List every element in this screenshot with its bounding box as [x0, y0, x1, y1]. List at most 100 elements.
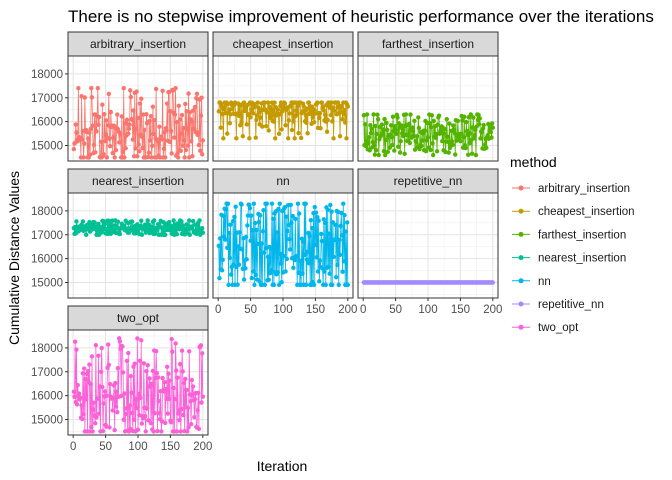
data-point: [295, 201, 301, 206]
data-point: [282, 205, 288, 210]
data-point: [133, 146, 138, 151]
data-point: [345, 104, 351, 109]
data-point: [315, 100, 320, 105]
data-point: [392, 123, 398, 129]
data-point: [249, 275, 255, 281]
data-point: [155, 375, 161, 380]
data-point: [296, 130, 301, 136]
data-point: [283, 269, 288, 274]
data-point: [187, 110, 193, 115]
data-point: [344, 136, 349, 141]
data-point: [447, 121, 452, 126]
data-point: [110, 408, 115, 413]
data-point: [96, 114, 102, 120]
data-point: [151, 131, 156, 137]
data-point: [81, 155, 86, 160]
data-point: [149, 381, 154, 386]
data-point: [440, 139, 445, 144]
data-point: [373, 148, 379, 153]
x-tick-label: 0: [360, 304, 366, 316]
data-point: [285, 228, 290, 234]
data-point: [113, 380, 118, 386]
legend-label: two_opt: [538, 322, 579, 334]
data-point: [442, 131, 447, 136]
data-point: [435, 122, 440, 127]
data-point: [490, 280, 496, 285]
data-point: [166, 371, 171, 376]
legend-title: method: [510, 154, 557, 170]
x-axis-title: Iteration: [257, 458, 308, 474]
data-point: [341, 259, 347, 264]
data-point: [337, 252, 343, 257]
data-point: [326, 231, 332, 236]
data-point: [100, 384, 105, 390]
data-point: [258, 213, 263, 218]
data-point: [430, 152, 436, 158]
data-point: [196, 130, 201, 135]
data-point: [174, 429, 180, 434]
data-point: [369, 126, 374, 131]
data-point: [295, 104, 301, 109]
panel-border: [357, 55, 499, 162]
data-point: [370, 139, 376, 145]
data-point: [145, 218, 150, 223]
data-point: [422, 128, 427, 133]
data-point: [269, 201, 275, 206]
data-point: [289, 220, 294, 226]
y-tick-label: 18000: [31, 206, 63, 218]
x-tick-label: 100: [418, 304, 437, 316]
data-point: [477, 116, 483, 121]
data-point: [123, 146, 128, 151]
data-point: [147, 118, 152, 124]
data-point: [442, 126, 448, 132]
data-point: [304, 257, 310, 262]
data-point: [149, 155, 154, 160]
data-point: [150, 368, 156, 374]
data-point: [230, 107, 235, 112]
data-point: [159, 137, 165, 142]
data-point: [460, 118, 465, 123]
data-point: [243, 266, 248, 271]
data-point: [104, 227, 109, 232]
data-point: [313, 242, 318, 248]
data-point: [139, 338, 144, 343]
data-point: [194, 91, 200, 97]
data-point: [216, 109, 222, 114]
data-point: [95, 86, 101, 91]
data-point: [118, 393, 124, 399]
data-point: [104, 155, 110, 160]
data-point: [134, 89, 139, 94]
data-point: [236, 262, 242, 267]
data-point: [317, 115, 322, 121]
data-point: [274, 230, 280, 235]
data-point: [436, 113, 442, 118]
data-point: [250, 227, 255, 233]
facet-panel-cheapest_insertion: cheapest_insertion: [212, 31, 354, 162]
data-point: [468, 112, 473, 117]
data-point: [165, 411, 171, 416]
legend-key-point: [518, 324, 524, 330]
data-point: [249, 213, 254, 218]
strip-background: [357, 168, 499, 194]
data-point: [81, 412, 86, 417]
data-point: [343, 120, 348, 125]
data-point: [317, 279, 322, 284]
data-point: [96, 353, 101, 358]
data-point: [185, 429, 190, 434]
data-point: [484, 145, 489, 151]
data-point: [163, 420, 168, 426]
data-point: [82, 366, 87, 371]
data-point: [232, 214, 237, 220]
data-point: [87, 362, 92, 367]
x-tick-label: 100: [128, 441, 147, 453]
data-point: [101, 151, 106, 157]
data-point: [153, 86, 159, 92]
data-point: [95, 396, 101, 401]
data-point: [395, 115, 400, 120]
data-point: [417, 146, 422, 152]
data-point: [195, 408, 200, 413]
data-point: [82, 141, 87, 146]
data-point: [228, 112, 233, 117]
data-point: [343, 229, 349, 234]
data-point: [307, 233, 312, 239]
